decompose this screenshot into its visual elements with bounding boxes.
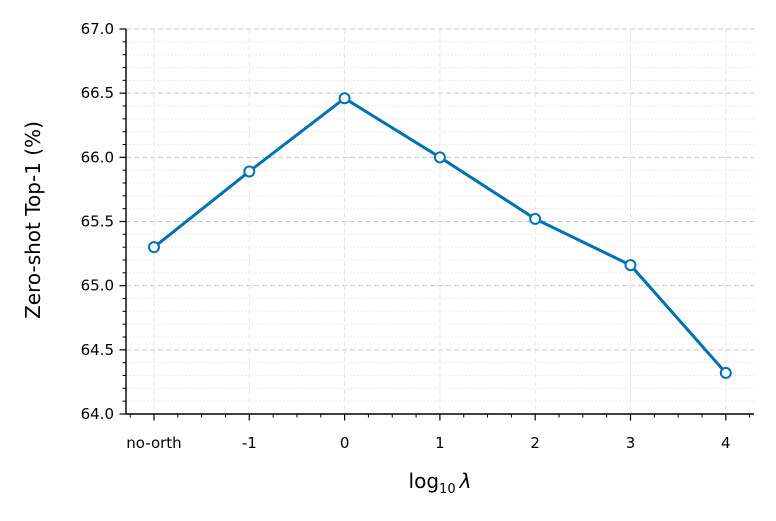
x-tick-label: 2 <box>530 434 540 452</box>
y-tick-label: 64.5 <box>81 341 114 359</box>
x-tick-label: 0 <box>340 434 350 452</box>
y-tick-label: 66.5 <box>81 84 114 102</box>
grid <box>126 28 754 415</box>
x-tick-label: -1 <box>242 434 257 452</box>
x-axis-label-symbol: λ <box>459 469 472 493</box>
y-tick-label: 65.5 <box>81 213 114 231</box>
x-tick-label: no-orth <box>126 434 181 452</box>
y-tick-label: 65.0 <box>81 277 114 295</box>
y-axis-label: Zero-shot Top-1 (%) <box>21 121 45 319</box>
data-point <box>338 92 351 105</box>
x-axis-label: log10 λ <box>409 469 472 497</box>
data-point <box>148 241 160 254</box>
data-point <box>243 165 256 178</box>
x-axis-label-base: log <box>409 469 440 493</box>
x-tick-label: 4 <box>721 434 731 452</box>
data-point <box>719 366 732 379</box>
data-point <box>433 151 446 164</box>
data-point <box>624 259 637 272</box>
ticks: 64.0 64.5 65.0 65.5 66.0 66.5 67.0 no-orth -1 0 1 2… <box>81 20 751 452</box>
series <box>148 92 732 379</box>
y-tick-label: 64.0 <box>81 405 114 423</box>
x-axis-label-subscript: 10 <box>439 482 456 497</box>
y-tick-label: 67.0 <box>81 20 114 38</box>
y-tick-label: 66.0 <box>81 148 114 166</box>
x-tick-label: 3 <box>626 434 636 452</box>
series-line <box>152 96 728 375</box>
x-tick-label: 1 <box>435 434 445 452</box>
data-point <box>529 212 542 225</box>
